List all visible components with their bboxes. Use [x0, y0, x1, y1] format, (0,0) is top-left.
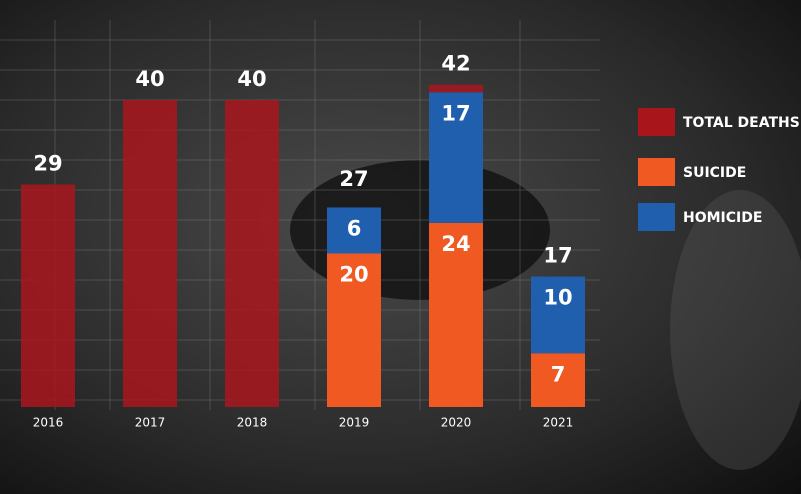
bar-segment	[327, 253, 381, 407]
legend-swatch	[638, 203, 675, 231]
bar-segment	[327, 207, 381, 254]
value-label: 20	[339, 263, 368, 287]
total-label: 42	[441, 52, 470, 76]
total-label: 29	[33, 151, 62, 175]
legend-label: TOTAL DEATHS	[683, 115, 800, 131]
bar-segment	[531, 353, 585, 407]
total-label: 40	[135, 67, 164, 91]
total-label: 17	[543, 244, 572, 268]
x-tick-label: 2017	[135, 416, 166, 430]
bar-segment	[429, 92, 483, 223]
x-tick-label: 2020	[441, 416, 472, 430]
legend-label: SUICIDE	[683, 165, 746, 181]
x-tick-label: 2019	[339, 416, 370, 430]
bar-segment	[531, 276, 585, 354]
bar-segment	[225, 100, 279, 407]
legend-label: HOMICIDE	[683, 210, 762, 226]
x-tick-label: 2021	[543, 416, 574, 430]
total-label: 27	[339, 167, 368, 191]
background-grid	[0, 20, 600, 410]
bar-segment	[123, 100, 177, 407]
bar-segment	[429, 84, 483, 93]
bar-segment	[429, 222, 483, 407]
x-tick-label: 2018	[237, 416, 268, 430]
background-shape	[670, 190, 801, 470]
value-label: 6	[347, 216, 362, 240]
legend-swatch	[638, 158, 675, 186]
bar-segment	[21, 184, 75, 407]
value-label: 10	[543, 286, 572, 310]
legend: TOTAL DEATHS SUICIDE HOMICIDE	[638, 108, 800, 231]
x-tick-label: 2016	[33, 416, 64, 430]
value-label: 24	[441, 232, 470, 256]
legend-swatch	[638, 108, 675, 136]
value-label: 7	[551, 362, 566, 386]
total-label: 40	[237, 67, 266, 91]
value-label: 17	[441, 101, 470, 125]
